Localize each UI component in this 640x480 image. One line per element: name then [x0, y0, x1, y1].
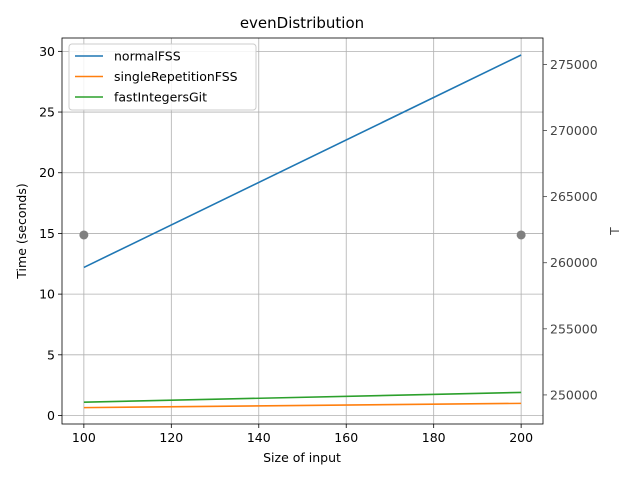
- x-tick-label: 100: [72, 430, 96, 445]
- x-tick-label: 120: [159, 430, 183, 445]
- plot-frame: [61, 37, 544, 425]
- y2-tick-label: 265000: [550, 189, 598, 204]
- y2-tick-label: 275000: [550, 57, 598, 72]
- legend-box: [68, 43, 257, 111]
- y2-tick-label: 260000: [550, 255, 598, 270]
- y2-tick-label: 250000: [550, 387, 598, 402]
- x-axis-label: Size of input: [263, 450, 341, 465]
- x-tick-label: 200: [509, 430, 533, 445]
- series-line-normalFSS: [83, 54, 522, 269]
- chart-title: evenDistribution: [240, 14, 364, 32]
- y2-axis-label: T: [607, 227, 622, 236]
- series-lines: [83, 54, 522, 409]
- y-tick-label: 0: [47, 408, 55, 423]
- y-tick-label: 10: [39, 287, 55, 302]
- y-tick-label: 15: [39, 226, 55, 241]
- legend: normalFSS singleRepetitionFSS fastIntegers…: [68, 43, 257, 111]
- x-axis-ticks: 100 120 140 160 180 200: [72, 424, 533, 445]
- legend-label: fastIntegersGit: [114, 90, 207, 105]
- y-tick-label: 30: [39, 44, 55, 59]
- y2-tick-label: 270000: [550, 123, 598, 138]
- y-tick-label: 20: [39, 165, 55, 180]
- y-axis-label: Time (seconds): [14, 183, 29, 279]
- y-axis-ticks: 0 5 10 15 20 25 30: [39, 44, 62, 423]
- x-tick-label: 160: [334, 430, 358, 445]
- secondary-point: [79, 230, 89, 240]
- series-line-fastIntegersGit: [83, 391, 522, 403]
- y2-tick-label: 255000: [550, 321, 598, 336]
- legend-label: singleRepetitionFSS: [114, 69, 238, 84]
- x-tick-label: 180: [422, 430, 446, 445]
- secondary-points: [79, 230, 526, 240]
- y-tick-label: 5: [47, 347, 55, 362]
- x-tick-label: 140: [247, 430, 271, 445]
- y2-axis-ticks: 250000 255000 260000 265000 270000 275000: [543, 57, 598, 402]
- secondary-point: [516, 230, 526, 240]
- series-line-singleRepetitionFSS: [83, 402, 522, 409]
- y-tick-label: 25: [39, 105, 55, 120]
- legend-label: normalFSS: [114, 49, 181, 64]
